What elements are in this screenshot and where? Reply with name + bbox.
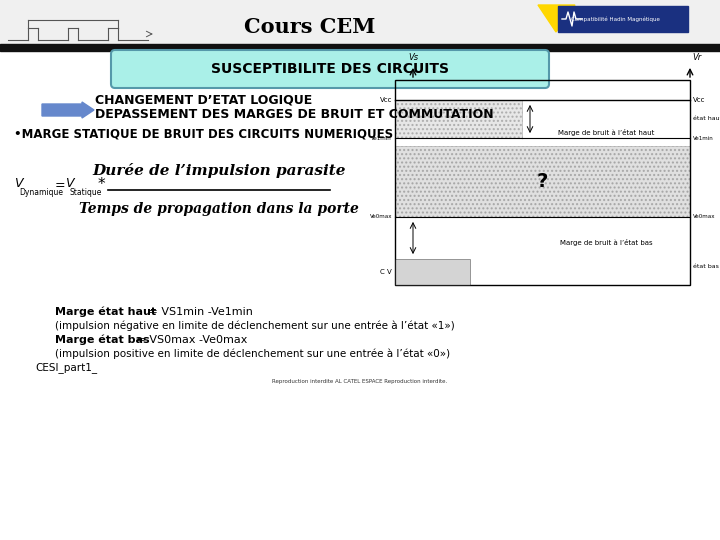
- Bar: [395, 80, 690, 285]
- Text: (impulsion positive en limite de déclenchement sur une entrée à l’état «0»): (impulsion positive en limite de déclenc…: [55, 349, 450, 359]
- Text: Marge état bas: Marge état bas: [55, 335, 150, 345]
- Text: CESI_part1_: CESI_part1_: [35, 362, 97, 374]
- Text: DEPASSEMENT DES MARGES DE BRUIT ET COMMUTATION: DEPASSEMENT DES MARGES DE BRUIT ET COMMU…: [95, 109, 494, 122]
- Bar: [0, 44, 720, 51]
- Bar: [558, 6, 688, 32]
- Text: Marge de bruit à l’état bas: Marge de bruit à l’état bas: [559, 240, 652, 246]
- Text: Marge état haut: Marge état haut: [55, 307, 156, 317]
- Text: Compatibilité Hadin Magnétique: Compatibilité Hadin Magnétique: [571, 16, 660, 22]
- Bar: [395, 259, 470, 285]
- Text: état haut: état haut: [693, 117, 720, 122]
- Polygon shape: [538, 5, 575, 32]
- Text: Marge de bruit à l’état haut: Marge de bruit à l’état haut: [558, 129, 654, 136]
- Text: SUSCEPTIBILITE DES CIRCUITS: SUSCEPTIBILITE DES CIRCUITS: [211, 62, 449, 76]
- Text: Cours CEM: Cours CEM: [244, 17, 376, 37]
- Text: *: *: [98, 177, 106, 192]
- Text: •MARGE STATIQUE DE BRUIT DES CIRCUITS NUMERIQUES: •MARGE STATIQUE DE BRUIT DES CIRCUITS NU…: [14, 127, 393, 140]
- Text: état bas: état bas: [693, 265, 719, 269]
- Text: Ve0max: Ve0max: [693, 214, 716, 219]
- Text: Vcc: Vcc: [693, 97, 706, 103]
- Text: Temps de propagation dans la porte: Temps de propagation dans la porte: [79, 202, 359, 216]
- Text: Ve1min: Ve1min: [693, 136, 714, 140]
- Text: C V: C V: [380, 269, 392, 275]
- Text: Vcc: Vcc: [379, 97, 392, 103]
- Text: =: =: [55, 179, 66, 192]
- FancyBboxPatch shape: [111, 50, 549, 88]
- Text: Statique: Statique: [70, 188, 102, 197]
- Text: = VS0max -Ve0max: = VS0max -Ve0max: [133, 335, 248, 345]
- Text: V: V: [14, 177, 22, 190]
- Text: Vr: Vr: [692, 53, 701, 62]
- Text: Ve0max: Ve0max: [369, 214, 392, 219]
- Text: Dynamique: Dynamique: [19, 188, 63, 197]
- Bar: [395, 100, 522, 138]
- FancyArrow shape: [42, 102, 94, 118]
- Text: = VS1min -Ve1min: = VS1min -Ve1min: [145, 307, 253, 317]
- Text: Reproduction interdite AL CATEL ESPACE Reproduction interdite.: Reproduction interdite AL CATEL ESPACE R…: [272, 380, 448, 384]
- Text: CHANGEMENT D’ETAT LOGIQUE: CHANGEMENT D’ETAT LOGIQUE: [95, 93, 312, 106]
- Bar: [395, 146, 690, 217]
- Bar: [0, 0, 720, 50]
- Text: ?: ?: [537, 172, 548, 191]
- Text: Ve1min: Ve1min: [372, 136, 392, 140]
- Text: (impulsion négative en limite de déclenchement sur une entrée à l’état «1»): (impulsion négative en limite de déclenc…: [55, 321, 455, 331]
- Text: Durée de l’impulsion parasite: Durée de l’impulsion parasite: [92, 164, 346, 179]
- Text: Vs: Vs: [408, 53, 418, 62]
- Text: V: V: [65, 177, 73, 190]
